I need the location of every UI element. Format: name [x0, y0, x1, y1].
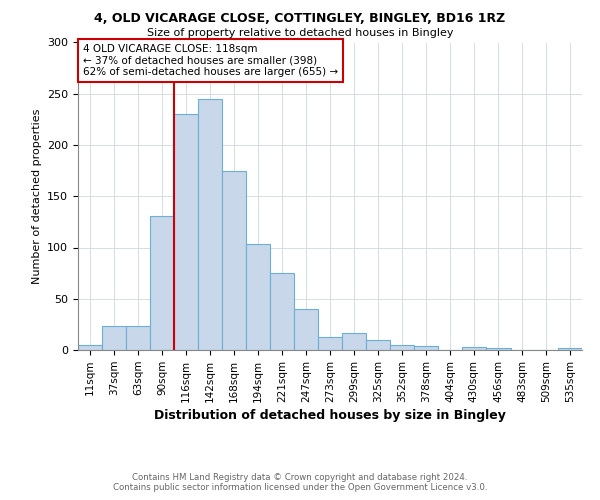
Bar — [174, 114, 198, 350]
Text: Contains HM Land Registry data © Crown copyright and database right 2024.
Contai: Contains HM Land Registry data © Crown c… — [113, 473, 487, 492]
Bar — [125, 326, 151, 350]
Bar — [391, 345, 415, 350]
Bar — [558, 348, 582, 350]
Bar — [318, 336, 342, 350]
Y-axis label: Number of detached properties: Number of detached properties — [32, 108, 41, 284]
Bar — [486, 348, 511, 350]
Bar — [198, 99, 222, 350]
Bar — [366, 340, 391, 350]
Text: 4, OLD VICARAGE CLOSE, COTTINGLEY, BINGLEY, BD16 1RZ: 4, OLD VICARAGE CLOSE, COTTINGLEY, BINGL… — [94, 12, 506, 26]
Bar — [222, 170, 245, 350]
Bar — [271, 273, 294, 350]
Bar — [415, 346, 438, 350]
Text: Size of property relative to detached houses in Bingley: Size of property relative to detached ho… — [147, 28, 453, 38]
Bar — [342, 332, 366, 350]
Text: 4 OLD VICARAGE CLOSE: 118sqm
← 37% of detached houses are smaller (398)
62% of s: 4 OLD VICARAGE CLOSE: 118sqm ← 37% of de… — [83, 44, 338, 77]
Bar — [294, 309, 318, 350]
Bar — [462, 347, 486, 350]
Bar — [151, 216, 174, 350]
X-axis label: Distribution of detached houses by size in Bingley: Distribution of detached houses by size … — [154, 409, 506, 422]
Bar — [102, 326, 125, 350]
Bar — [78, 345, 102, 350]
Bar — [245, 244, 271, 350]
